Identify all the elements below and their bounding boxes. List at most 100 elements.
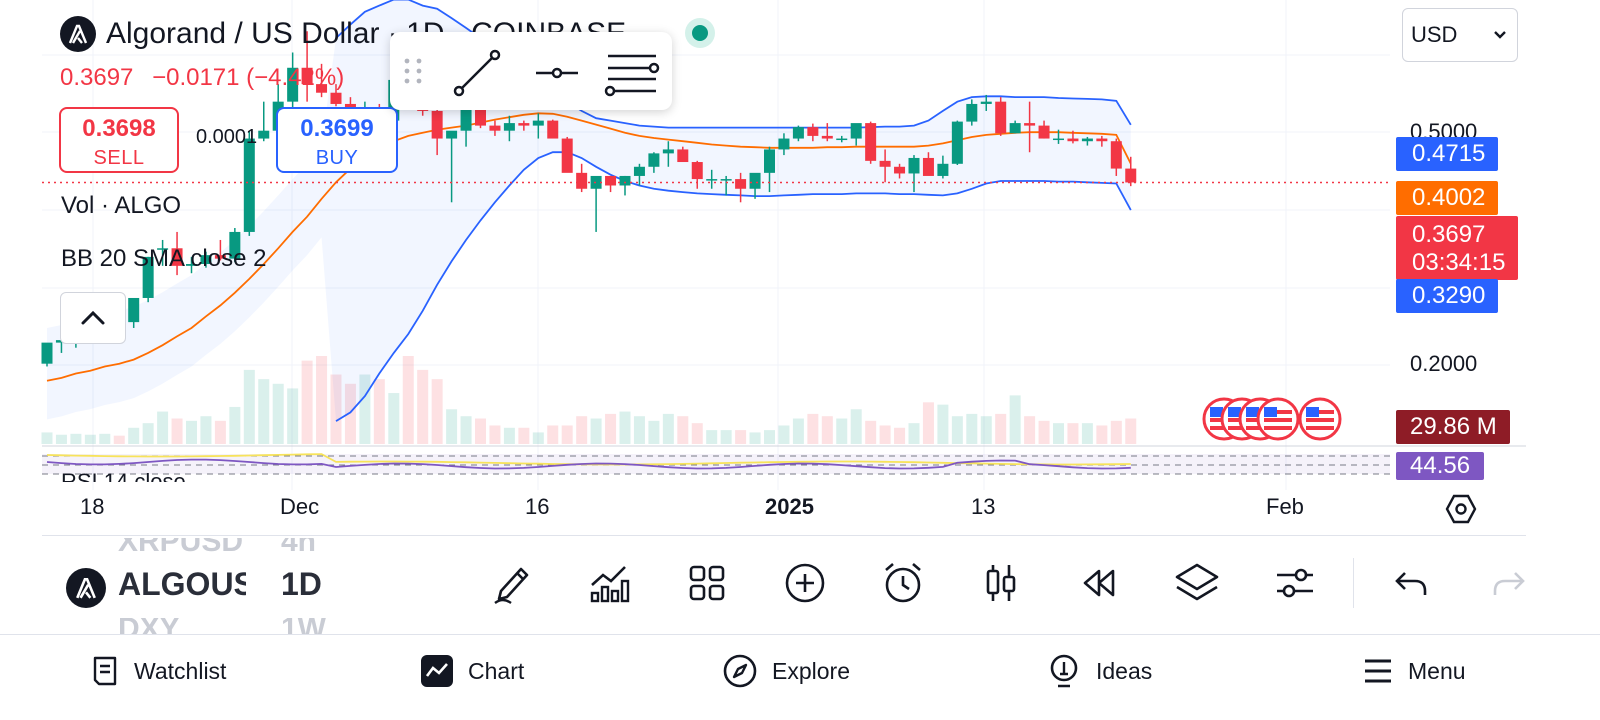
volume-bar xyxy=(1038,420,1050,444)
chart-type-button[interactable] xyxy=(976,558,1026,608)
indicators-button[interactable] xyxy=(584,558,634,608)
horizontal-ray-icon[interactable] xyxy=(532,58,582,88)
time-label: 13 xyxy=(971,494,996,519)
price-chart[interactable] xyxy=(0,0,1600,540)
volume-bar xyxy=(55,434,67,444)
volume-bar xyxy=(532,432,544,444)
bb-upper-badge: 0.4715 xyxy=(1396,137,1498,171)
draw-button[interactable] xyxy=(488,558,538,608)
nav-explore[interactable]: Explore xyxy=(722,650,850,692)
volume-bar xyxy=(186,420,197,444)
settings-button[interactable] xyxy=(1270,558,1320,608)
nav-watchlist[interactable]: Watchlist xyxy=(90,650,226,692)
price-change: −0.0171 (−4.42%) xyxy=(152,64,345,91)
bollinger-band-fill xyxy=(47,0,1131,422)
alert-button[interactable] xyxy=(878,558,928,608)
nav-label: Watchlist xyxy=(134,657,227,684)
toolbar-separator xyxy=(1353,558,1354,608)
redo-button[interactable] xyxy=(1484,558,1534,608)
nav-menu[interactable]: Menu xyxy=(1362,650,1466,692)
candle-body xyxy=(503,123,515,131)
volume-bar xyxy=(301,360,313,444)
volume-bar xyxy=(243,369,255,444)
toolbar-divider xyxy=(42,535,1526,536)
add-icon xyxy=(785,563,825,603)
candle-body xyxy=(850,123,862,139)
nav-chart[interactable]: Chart xyxy=(420,650,524,692)
volume-bar xyxy=(720,430,732,444)
rsi-line xyxy=(46,458,1131,470)
layers-icon xyxy=(1175,563,1219,601)
layouts-button[interactable] xyxy=(682,558,732,608)
buy-price: 0.3699 xyxy=(300,115,374,142)
symbol-picker[interactable]: ALGOUSD xyxy=(66,566,246,610)
bb-basis-badge: 0.4002 xyxy=(1396,181,1498,215)
layers-button[interactable] xyxy=(1172,558,1222,608)
symbol-option-next[interactable]: DXY xyxy=(118,618,180,634)
candle-body xyxy=(200,255,212,265)
price-tick-top: 0.5000 xyxy=(1410,120,1478,138)
undo-button[interactable] xyxy=(1386,558,1436,608)
bollinger-legend[interactable]: BB 20 SMA close 2 xyxy=(61,245,267,272)
add-button[interactable] xyxy=(780,558,830,608)
candle-body xyxy=(301,67,313,85)
volume-legend[interactable]: Vol · ALGO xyxy=(61,192,182,219)
volume-bar xyxy=(836,418,848,444)
volume-bar xyxy=(1096,425,1108,444)
candle-body xyxy=(908,157,920,174)
volume-bar xyxy=(359,374,371,444)
nav-ideas[interactable]: Ideas xyxy=(1046,650,1152,692)
candle-body xyxy=(735,179,747,189)
volume-bar xyxy=(518,427,530,444)
interval-option-previous[interactable]: 4h xyxy=(281,538,317,556)
volume-bar xyxy=(431,379,443,444)
symbol-option-previous[interactable]: XRPUSD xyxy=(118,538,244,556)
volume-bar xyxy=(648,420,660,444)
volume-bar xyxy=(157,411,169,444)
sell-label: SELL xyxy=(93,147,145,169)
volume-bar xyxy=(1081,423,1093,444)
volume-bar xyxy=(388,393,400,444)
trend-line-icon[interactable] xyxy=(452,48,502,98)
volume-bar xyxy=(735,430,747,444)
volume-bar xyxy=(908,423,920,444)
bollinger-basis-line xyxy=(46,112,1132,382)
candle-body xyxy=(1081,138,1093,142)
candle-body xyxy=(792,127,804,139)
volume-bar xyxy=(316,356,328,444)
candle-body xyxy=(561,138,573,173)
algorand-logo xyxy=(66,568,106,608)
nav-label: Explore xyxy=(772,657,850,684)
economic-events[interactable] xyxy=(1202,396,1342,442)
volume-bar xyxy=(142,423,154,444)
volume-bar xyxy=(70,433,82,444)
sell-price: 0.3698 xyxy=(82,115,156,142)
replay-button[interactable] xyxy=(1074,558,1124,608)
time-label: 18 xyxy=(80,494,105,519)
volume-bar xyxy=(966,413,978,444)
candle-body xyxy=(922,157,934,176)
candle-body xyxy=(633,166,645,176)
volume-bar xyxy=(41,432,53,444)
pencil-icon xyxy=(494,567,529,604)
volume-bar xyxy=(417,369,429,444)
rsi-legend[interactable]: RSI 14 close xyxy=(61,469,186,482)
interval-option-next[interactable]: 1W xyxy=(281,618,326,634)
currency-select[interactable]: USD xyxy=(1402,8,1518,62)
buy-button[interactable]: 0.3699 BUY xyxy=(276,107,398,173)
chart-settings-button[interactable] xyxy=(1444,492,1478,526)
bottom-navigation xyxy=(0,634,1600,720)
volume-bar xyxy=(489,425,501,444)
sell-button[interactable]: 0.3698 SELL xyxy=(59,107,179,173)
volume-bar xyxy=(1024,416,1036,444)
volume-bar xyxy=(330,374,342,444)
fib-icon[interactable] xyxy=(604,48,660,98)
volume-bar xyxy=(460,416,472,444)
candle-body xyxy=(460,106,472,131)
current-interval[interactable]: 1D xyxy=(281,566,322,602)
time-label: Dec xyxy=(280,494,320,519)
volume-bar xyxy=(1067,423,1079,444)
drag-handle-icon[interactable] xyxy=(402,56,424,86)
collapse-legend-button[interactable] xyxy=(60,292,126,344)
candle-body xyxy=(1053,138,1064,141)
